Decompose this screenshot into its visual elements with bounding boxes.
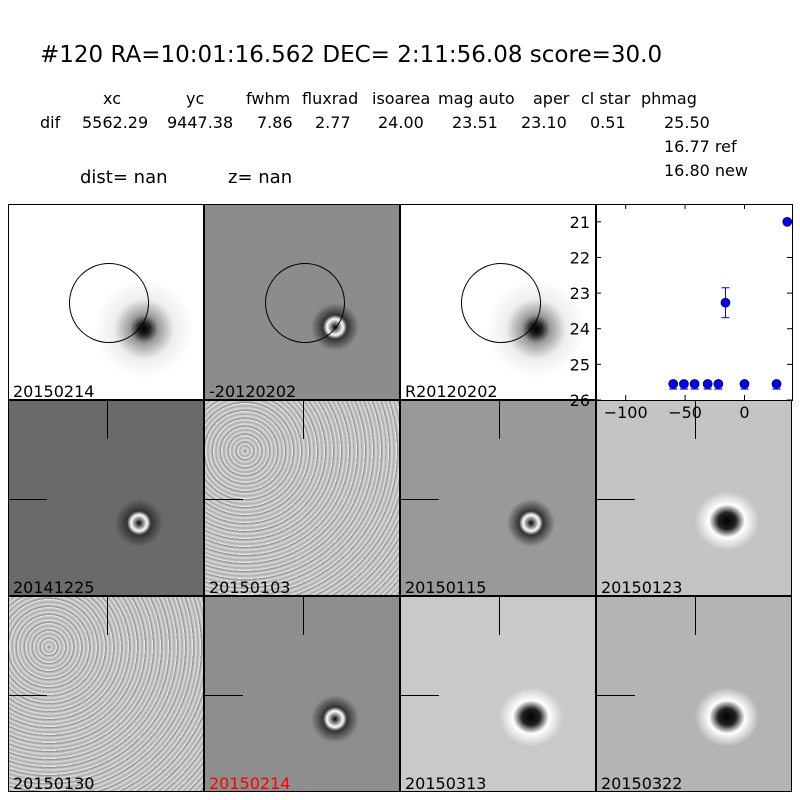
aperture-circle [265,263,345,343]
y-tick-label: 24 [570,320,590,339]
ref-mag: 16.77 ref [664,137,737,156]
x-tick-label: 0 [739,403,749,422]
column-header: xc [103,89,121,108]
column-header: fluxrad [302,89,359,108]
crosshair-vertical [695,597,696,635]
crosshair-vertical [303,401,304,439]
cutout-date-label: 20141225 [13,578,95,596]
cutout-date-label: 20150313 [405,774,487,792]
crosshair-vertical [499,597,500,635]
cell-value: 0.51 [590,113,626,132]
crosshair-vertical [695,401,696,439]
row-label: dif [40,113,61,132]
new-mag: 16.80 new [664,161,748,180]
crosshair-horizontal [9,499,47,500]
image-cutout: 20150115 [400,400,596,596]
cutout-date-label: 20150214 [13,382,95,400]
crosshair-horizontal [401,695,439,696]
image-cutout: R20120202 [400,204,596,400]
crosshair-vertical [107,597,108,635]
cutout-date-label: -20120202 [209,382,297,400]
cutout-date-label: 20150103 [209,578,291,596]
cell-value: 23.10 [521,113,567,132]
cell-value: 7.86 [257,113,293,132]
z-text: z= nan [228,167,293,188]
light-curve-plot: −100 −50 0 21 22 23 24 25 26 [570,204,793,422]
column-header: aper [533,89,570,108]
cell-value: 9447.38 [167,113,234,132]
column-header: yc [186,89,205,108]
crosshair-horizontal [401,499,439,500]
crosshair-horizontal [205,695,243,696]
crosshair-vertical [303,597,304,635]
column-header: fwhm [246,89,291,108]
crosshair-vertical [107,401,108,439]
cell-value: 5562.29 [82,113,149,132]
image-cutout: 20150214 [8,204,204,400]
data-point [771,379,782,389]
cutout-date-label: 20150115 [405,578,487,596]
cutout-date-label: 20150130 [13,774,95,792]
data-point [739,379,750,389]
figure-title: #120 RA=10:01:16.562 DEC= 2:11:56.08 sco… [40,42,663,68]
plot-frame [596,204,793,401]
image-cutout: 20150313 [400,596,596,792]
column-header: phmag [641,89,697,108]
data-point [782,216,793,227]
aperture-circle [461,263,541,343]
cutout-date-label: 20150322 [601,774,683,792]
column-header: isoarea [372,89,431,108]
data-point [668,379,679,389]
cutout-date-label: 20150123 [601,578,683,596]
data-point [713,379,724,389]
y-tick-label: 22 [570,248,590,267]
image-cutout: 20141225 [8,400,204,596]
crosshair-horizontal [9,695,47,696]
cutout-date-label: 20150214 [209,774,291,792]
data-point [689,379,700,389]
crosshair-horizontal [205,499,243,500]
image-cutout: 20150130 [8,596,204,792]
cell-value: 23.51 [452,113,498,132]
y-tick-label: 25 [570,355,590,374]
cell-value: 24.00 [378,113,424,132]
y-tick-label: 23 [570,284,590,303]
cell-value: 2.77 [315,113,351,132]
crosshair-horizontal [597,499,635,500]
y-tick-label: 21 [570,213,590,232]
data-point [702,379,713,389]
y-tick-label: 26 [570,391,590,410]
cutout-date-label: R20120202 [405,382,498,400]
x-tick-label: −100 [604,403,648,422]
dist-text: dist= nan [80,167,168,188]
data-point [679,379,689,389]
image-cutout: 20150214 [204,596,400,792]
crosshair-vertical [499,401,500,439]
image-cutout: 20150103 [204,400,400,596]
aperture-circle [69,263,149,343]
image-cutout: 20150123 [596,400,792,596]
x-tick-label: −50 [668,403,702,422]
data-point [720,297,731,308]
crosshair-horizontal [597,695,635,696]
column-header: mag auto [438,89,515,108]
image-cutout: 20150322 [596,596,792,792]
cell-value: 25.50 [664,113,710,132]
image-cutout: -20120202 [204,204,400,400]
column-header: cl star [581,89,631,108]
